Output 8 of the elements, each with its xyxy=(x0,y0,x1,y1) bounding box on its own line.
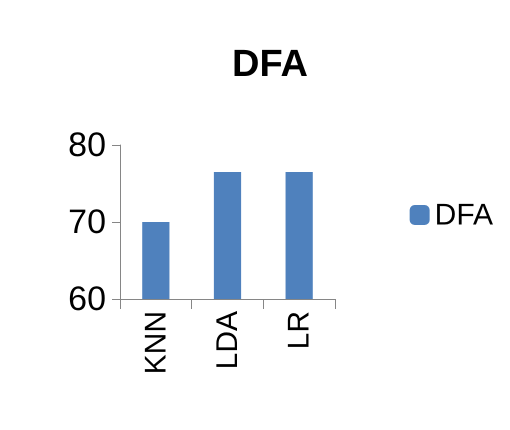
y-tick-label: 70 xyxy=(68,203,106,241)
x-tick-label: LR xyxy=(282,311,316,350)
x-tick-label: KNN xyxy=(139,311,172,374)
y-tick-label: 60 xyxy=(68,280,106,318)
chart-title: DFA xyxy=(232,43,308,85)
x-tick-label: LDA xyxy=(211,311,244,370)
y-tick-label: 80 xyxy=(68,126,106,164)
legend-label: DFA xyxy=(434,198,494,232)
